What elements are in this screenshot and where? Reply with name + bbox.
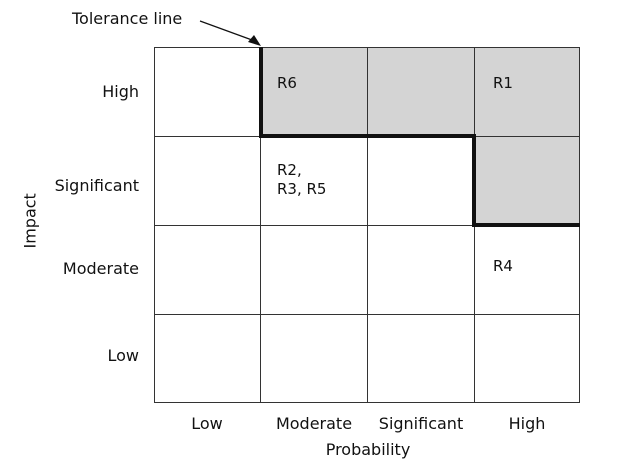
row-label-significant: Significant [54, 176, 139, 195]
cell-high-significant [367, 47, 474, 136]
cell-significant-high [474, 136, 580, 225]
col-label-moderate: Moderate [275, 414, 353, 433]
gridline-horizontal [154, 225, 580, 226]
col-label-low: Low [191, 414, 223, 433]
row-label-low: Low [107, 346, 139, 365]
col-label-significant: Significant [378, 414, 464, 433]
risk-label-r4: R4 [493, 257, 513, 275]
col-label-high: High [508, 414, 546, 433]
row-label-moderate: Moderate [62, 259, 139, 278]
row-label-high: High [102, 82, 139, 101]
annotation-arrowhead [248, 35, 261, 46]
gridline-horizontal [154, 314, 580, 315]
tolerance-line [259, 47, 580, 227]
cell-high-high [474, 47, 580, 136]
cell-high-moderate [260, 47, 367, 136]
annotation-leader-line [199, 20, 253, 41]
risk-label-r6: R6 [277, 74, 297, 92]
x-axis-title: Probability [325, 440, 411, 459]
risk-label-r2-r3-r5: R2, R3, R5 [277, 161, 327, 198]
tolerance-line-label: Tolerance line [72, 9, 183, 28]
risk-label-r1: R1 [493, 74, 513, 92]
